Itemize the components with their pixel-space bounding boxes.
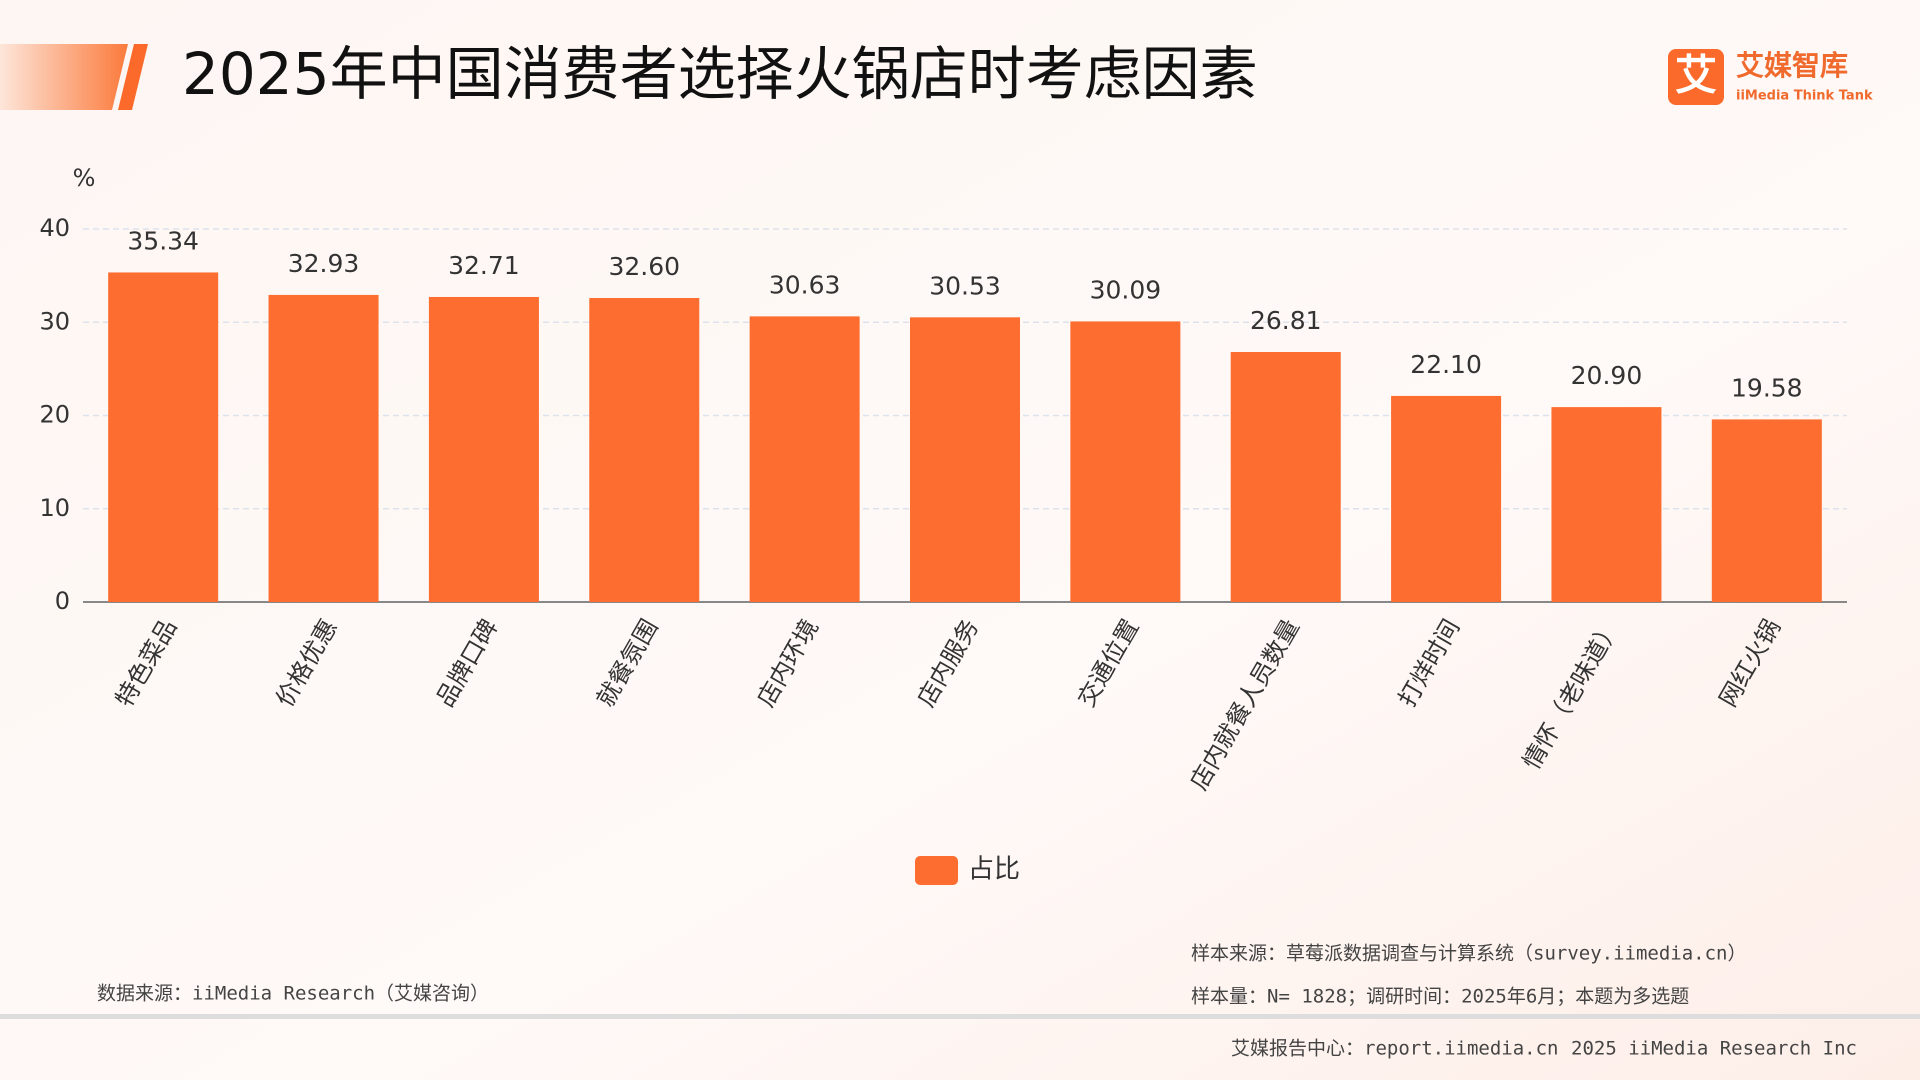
report-center: 艾媒报告中心：report.iimedia.cn	[1231, 1038, 1558, 1060]
title-decoration	[118, 44, 148, 110]
legend-label: 占比	[968, 855, 1020, 885]
bar	[1070, 321, 1181, 602]
title: 2025年中国消费者选择火锅店时考虑因素	[182, 40, 1258, 108]
value-label: 30.09	[1090, 275, 1162, 304]
value-label: 32.71	[448, 251, 520, 280]
bar	[749, 316, 860, 602]
value-label: 22.10	[1410, 350, 1482, 379]
legend-swatch	[915, 856, 958, 885]
y-tick-label: 40	[39, 214, 70, 242]
copyright: 2025 iiMedia Research Inc	[1571, 1038, 1857, 1060]
title-decoration	[0, 44, 128, 110]
value-label: 19.58	[1731, 373, 1803, 402]
sample-size: 样本量：N= 1828；调研时间：2025年6月；本题为多选题	[1191, 986, 1689, 1008]
value-label: 30.53	[929, 271, 1001, 300]
bar	[909, 317, 1021, 602]
value-label: 32.60	[608, 252, 680, 281]
footer-divider	[0, 1014, 1920, 1019]
bar	[1711, 419, 1822, 602]
value-label: 30.63	[769, 270, 841, 299]
y-tick-label: 20	[39, 401, 70, 429]
value-label: 26.81	[1250, 306, 1322, 335]
bar	[1551, 407, 1662, 602]
bar	[1391, 395, 1502, 602]
y-tick-label: 0	[55, 587, 70, 615]
y-tick-label: 30	[39, 307, 70, 335]
data-source: 数据来源：iiMedia Research（艾媒咨询）	[97, 983, 489, 1005]
y-axis-label: %	[73, 164, 96, 192]
bar	[108, 272, 219, 602]
value-label: 20.90	[1571, 361, 1643, 390]
logo-sub: iiMedia Think Tank	[1736, 89, 1873, 104]
sample-source: 样本来源：草莓派数据调查与计算系统（survey.iimedia.cn）	[1191, 943, 1746, 965]
bar	[1230, 351, 1341, 602]
logo-name: 艾媒智库	[1736, 49, 1848, 82]
bar	[589, 298, 700, 602]
logo-icon	[1668, 49, 1724, 105]
logo-icon-text: 艾	[1675, 51, 1717, 100]
bar	[268, 294, 379, 602]
bar	[428, 296, 539, 602]
y-tick-label: 10	[39, 494, 70, 522]
value-label: 35.34	[127, 226, 199, 255]
value-label: 32.93	[288, 249, 360, 278]
